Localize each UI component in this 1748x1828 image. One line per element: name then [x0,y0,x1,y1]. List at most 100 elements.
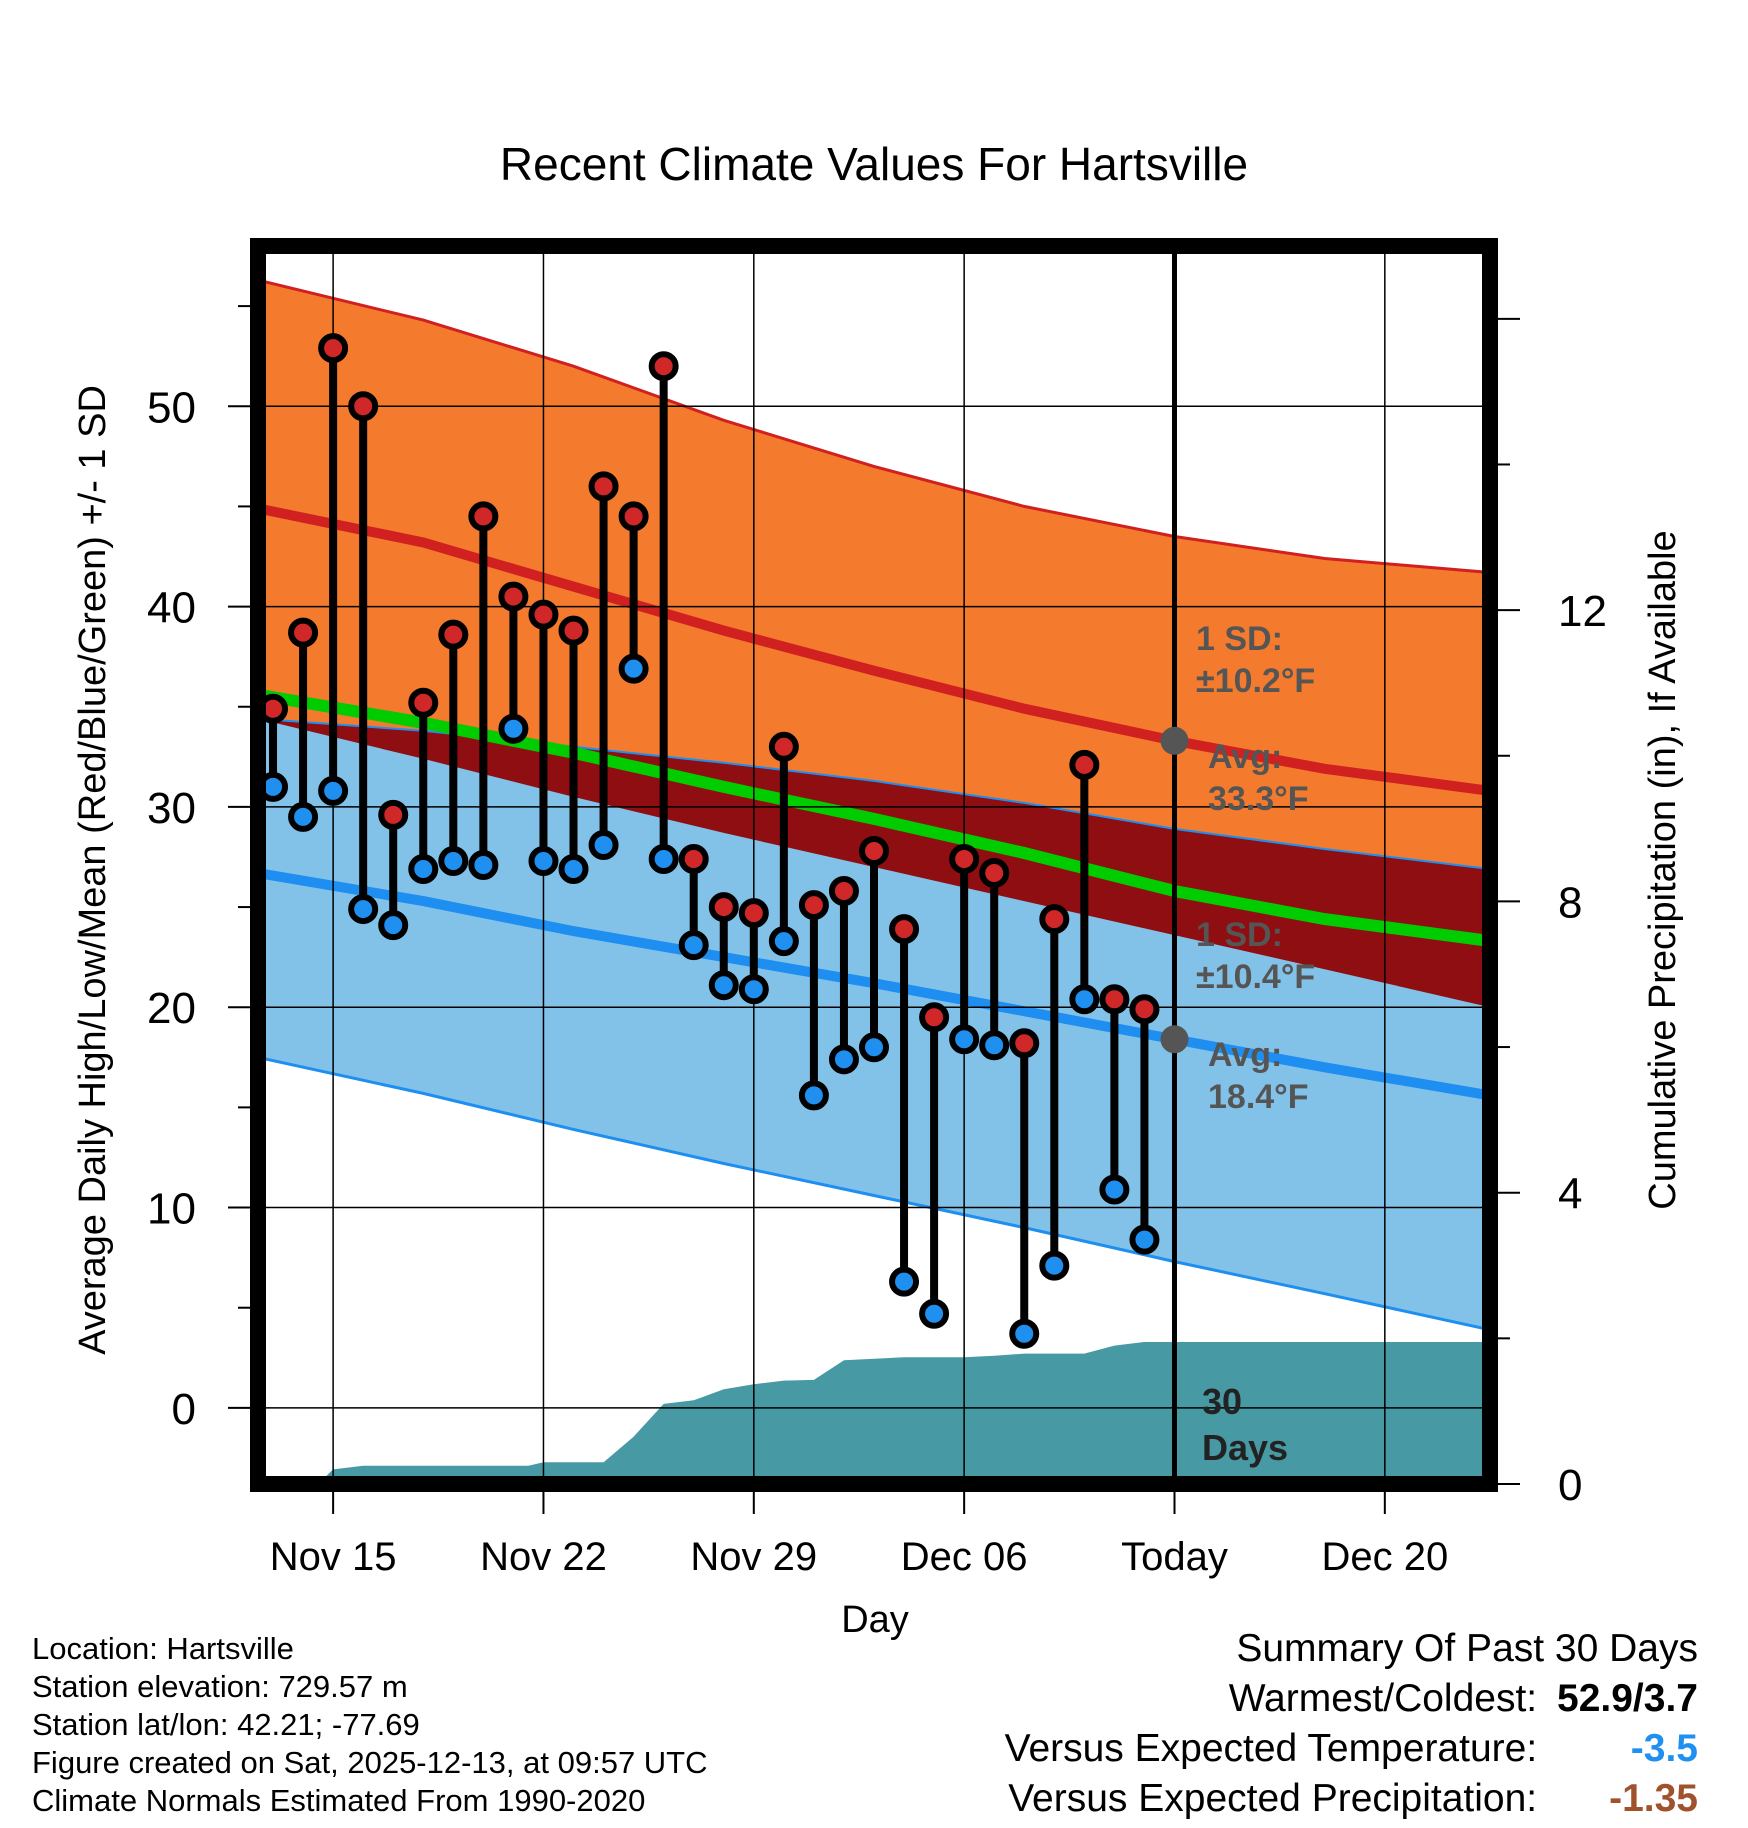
high-avg-label: Avg: [1208,738,1282,776]
daily-high-point [738,898,769,929]
summary-warm-cold-row: Warmest/Coldest: 52.9/3.7 [1005,1674,1698,1724]
daily-high-point [828,876,859,907]
precip-versus-label: Versus Expected Precipitation: [1008,1777,1538,1820]
daily-low-point [1099,1174,1130,1205]
high-avg-value: 33.3°F [1208,780,1309,818]
high-band-upper-edge [258,278,1490,574]
station-info: Location: Hartsville Station elevation: … [32,1630,708,1820]
y-tick-label-10: 10 [147,1185,196,1234]
daily-low-point [949,1024,980,1055]
y2-tick-label-8: 8 [1558,878,1582,927]
daily-low-point [648,843,679,874]
y-tick-label-0: 0 [172,1385,196,1434]
low-sd-label: 1 SD: [1196,916,1283,954]
low-avg-value: 18.4°F [1208,1078,1309,1116]
daily-low-point [468,850,499,880]
daily-high-point [558,615,589,646]
low-sd-value: ±10.4°F [1196,958,1315,996]
y2-tick-label-0: 0 [1558,1461,1582,1510]
x-tick-label: Nov 29 [690,1535,817,1579]
precip-versus-value: -1.35 [1609,1777,1698,1820]
y-axis-label: Average Daily High/Low/Mean (Red/Blue/Gr… [72,385,114,1355]
daily-high-point [288,617,319,648]
daily-high-point [408,687,439,718]
summary-precip-row: Versus Expected Precipitation: -1.35 [1005,1774,1698,1824]
y2-tick-label-12: 12 [1558,587,1607,636]
plot-frame [250,238,1498,1492]
daily-low-point [828,1044,859,1075]
daily-low-point [498,713,529,744]
daily-high-point [1009,1028,1040,1059]
daily-low-point [588,829,619,860]
daily-high-point [618,501,649,532]
y2-tick-label-4: 4 [1558,1170,1582,1219]
daily-low-point [1129,1224,1160,1255]
summary-temp-row: Versus Expected Temperature: -3.5 [1005,1724,1698,1774]
normal-high-band [258,280,1490,1008]
normal-high-mean-line [258,503,1490,796]
low-avg-label: Avg: [1208,1036,1282,1074]
daily-high-point [378,799,409,830]
daily-low-point [288,801,319,832]
daily-high-point [889,914,920,945]
y-tick-label-50: 50 [147,383,196,432]
summary-title: Summary Of Past 30 Days [1236,1627,1698,1670]
daily-low-point [979,1030,1010,1061]
daily-low-point [1039,1250,1070,1281]
daily-high-point [708,892,739,923]
high-sd-label: 1 SD: [1196,620,1283,658]
summary-panel: Summary Of Past 30 Days Warmest/Coldest:… [1005,1624,1698,1824]
temp-versus-label: Versus Expected Temperature: [1004,1727,1538,1770]
daily-low-point [1069,984,1100,1015]
low-avg-marker [1160,1025,1189,1054]
daily-low-point [678,930,709,961]
daily-high-point [1069,749,1100,780]
y2-axis-label: Cumulative Precipitation (in), If Availa… [1642,530,1684,1209]
daily-low-point [889,1266,920,1297]
daily-low-point [708,970,739,1001]
high-sd-value: ±10.2°F [1196,662,1315,700]
annotations: 1 SD: ±10.2°F Avg: 33.3°F 1 SD: ±10.4°F … [1196,620,1315,1468]
daily-low-point [1009,1318,1040,1349]
high-avg-marker [1160,726,1189,755]
daily-high-point [1129,994,1160,1025]
y-tick-label-20: 20 [147,984,196,1033]
daily-high-point [949,843,980,874]
daily-high-point [859,835,889,866]
warm-cold-label: Warmest/Coldest: [1228,1677,1538,1720]
info-latlon: Station lat/lon: 42.21; -77.69 [32,1707,420,1742]
daily-low-point [408,854,439,885]
x-tick-label: Dec 20 [1321,1535,1448,1579]
daily-high-point [1099,984,1130,1015]
daily-high-point [798,890,829,921]
daily-low-point [798,1080,829,1111]
daily-high-point [348,391,379,422]
plot-area: 0 10 20 30 40 50 0 4 8 12 Nov 15 Nov 22 Nov 29 Dec 06… [147,238,1607,1579]
daily-high-point [979,858,1010,889]
daily-low-point [378,910,409,941]
daily-low-point [348,894,379,925]
info-location: Location: Hartsville [32,1631,294,1666]
cumulative-precip-area [258,1342,1490,1484]
daily-low-point [919,1298,950,1329]
daily-high-point [648,351,679,382]
x-tick-label: Today [1121,1535,1228,1579]
daily-high-point [498,581,529,612]
daily-high-point [318,333,349,364]
low-band-lower-edge [258,1055,1490,1332]
x-tick-label: Dec 06 [901,1535,1028,1579]
info-created: Figure created on Sat, 2025-12-13, at 09… [32,1745,708,1780]
plot-content [258,246,1490,1484]
daily-low-point [738,974,769,1005]
warm-cold-value: 52.9/3.7 [1557,1677,1698,1720]
daily-high-point [1039,904,1070,935]
daily-low-point [558,854,589,885]
daily-high-point [468,501,499,532]
daily-low-point [318,775,349,806]
normal-mean-line [258,688,1490,948]
precip-days-label-2: Days [1202,1427,1288,1468]
y-tick-label-30: 30 [147,784,196,833]
precip-days-label-1: 30 [1202,1381,1242,1422]
info-elevation: Station elevation: 729.57 m [32,1669,408,1704]
